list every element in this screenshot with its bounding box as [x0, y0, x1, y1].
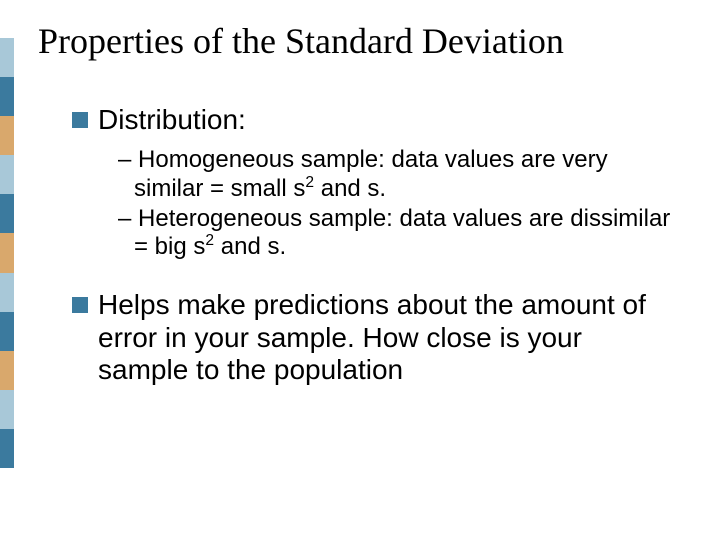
sub-bullet-item: – Heterogeneous sample: data values are … [118, 205, 672, 262]
sub-bullet-item: – Homogeneous sample: data values are ve… [118, 146, 672, 203]
sub-bullet-text-b: and s. [314, 175, 386, 202]
bullet-text: Helps make predictions about the amount … [98, 289, 672, 386]
slide-title: Properties of the Standard Deviation [38, 20, 564, 62]
square-bullet-icon [72, 112, 88, 128]
sub-bullet-prefix: – [118, 205, 138, 232]
deco-block [0, 116, 14, 155]
deco-block [0, 155, 14, 194]
deco-block [0, 351, 14, 390]
superscript: 2 [305, 174, 314, 191]
bullet-item: Distribution: [72, 104, 672, 136]
deco-block [0, 194, 14, 233]
deco-block [0, 38, 14, 77]
sub-bullet-prefix: – [118, 146, 138, 173]
deco-block [0, 233, 14, 272]
slide-content: Distribution: – Homogeneous sample: data… [72, 104, 672, 396]
deco-block [0, 312, 14, 351]
bullet-text: Distribution: [98, 104, 246, 136]
bullet-item: Helps make predictions about the amount … [72, 289, 672, 386]
deco-block [0, 429, 14, 468]
square-bullet-icon [72, 297, 88, 313]
deco-block [0, 77, 14, 116]
slide: Properties of the Standard Deviation Dis… [0, 0, 720, 540]
deco-block [0, 390, 14, 429]
sub-bullet-text-b: and s. [214, 233, 286, 260]
sub-bullet-group: – Homogeneous sample: data values are ve… [118, 146, 672, 261]
decorative-strip [0, 38, 14, 468]
deco-block [0, 273, 14, 312]
superscript: 2 [205, 232, 214, 249]
